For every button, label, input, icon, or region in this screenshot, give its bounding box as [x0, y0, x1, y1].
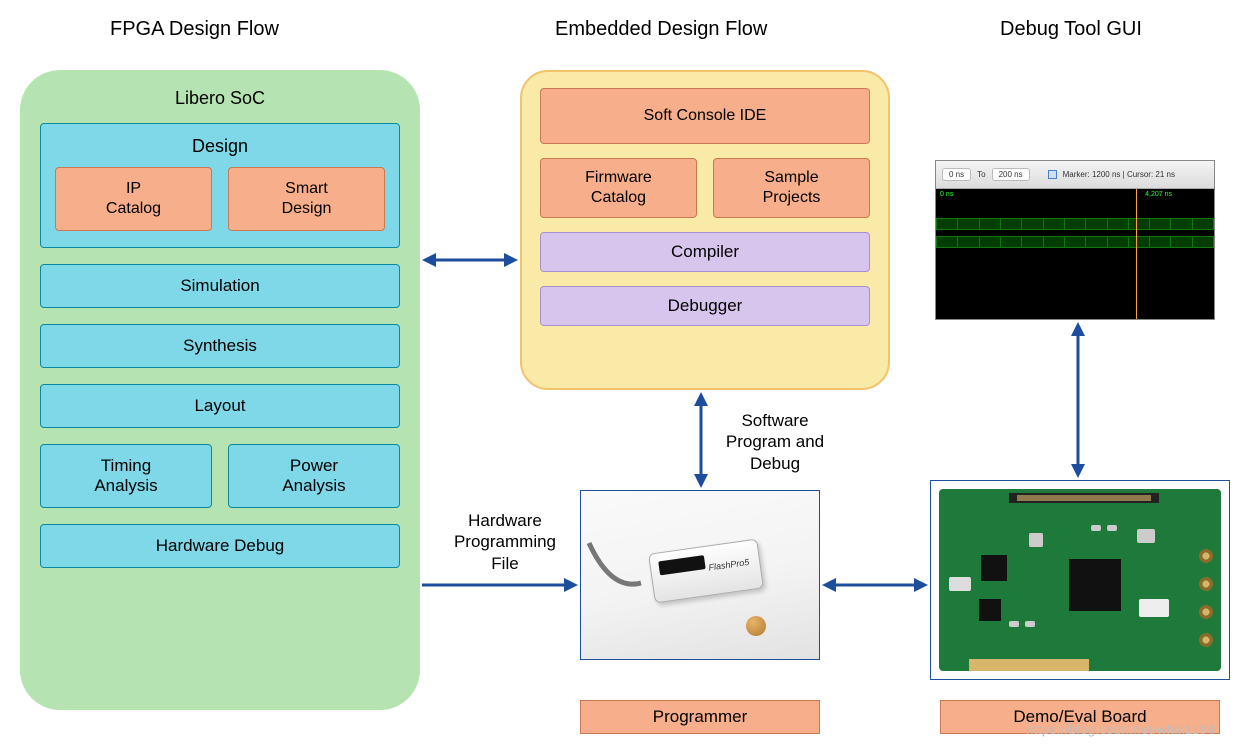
compiler-box: Compiler — [540, 232, 870, 272]
gui-toolbar: 0 ns To 200 ns Marker: 1200 ns | Cursor:… — [936, 161, 1214, 189]
label-sw-program-debug: Software Program and Debug — [705, 410, 845, 474]
sample-projects-box: Sample Projects — [713, 158, 870, 218]
wave-cursor — [1136, 189, 1137, 319]
programmer-device-label: FlashPro5 — [708, 557, 750, 573]
hardware-debug-box: Hardware Debug — [40, 524, 400, 568]
timing-analysis-box: Timing Analysis — [40, 444, 212, 508]
debugger-box: Debugger — [540, 286, 870, 326]
gui-time-from: 0 ns — [942, 168, 971, 181]
programmer-label: Programmer — [580, 700, 820, 734]
embedded-panel: Soft Console IDE Firmware Catalog Sample… — [520, 70, 890, 390]
soft-console-ide-box: Soft Console IDE — [540, 88, 870, 144]
gui-time-to: 200 ns — [992, 168, 1030, 181]
arrow-fpga-programmer — [420, 575, 580, 595]
gui-marker-text: Marker: 1200 ns | Cursor: 21 ns — [1063, 170, 1175, 179]
programmer-photo: FlashPro5 — [580, 490, 820, 660]
synthesis-box: Synthesis — [40, 324, 400, 368]
wave-row — [936, 217, 1214, 231]
watermark: https://blog.csdn.net/whik1194 — [1026, 722, 1215, 737]
arrow-gui-board — [1063, 320, 1093, 480]
wave-label-left: 0 ns — [940, 191, 953, 198]
power-analysis-box: Power Analysis — [228, 444, 400, 508]
title-debug-gui: Debug Tool GUI — [1000, 18, 1142, 41]
title-fpga: FPGA Design Flow — [110, 18, 279, 41]
layout-box: Layout — [40, 384, 400, 428]
wave-row — [936, 235, 1214, 249]
ip-catalog-box: IP Catalog — [55, 167, 212, 231]
arrow-fpga-embedded — [420, 245, 520, 275]
label-hw-programming-file: Hardware Programming File — [440, 510, 570, 574]
design-title: Design — [55, 136, 385, 157]
smart-design-box: Smart Design — [228, 167, 385, 231]
title-embedded: Embedded Design Flow — [555, 18, 767, 41]
pcb — [939, 489, 1221, 671]
fpga-panel-label: Libero SoC — [40, 88, 400, 109]
firmware-catalog-box: Firmware Catalog — [540, 158, 697, 218]
eval-board-photo — [930, 480, 1230, 680]
wave-label-right: 4,207 ns — [1145, 191, 1172, 198]
gui-waveform: 0 ns 4,207 ns — [936, 189, 1214, 319]
simulation-box: Simulation — [40, 264, 400, 308]
fpga-panel: Libero SoC Design IP Catalog Smart Desig… — [20, 70, 420, 710]
debug-gui-screenshot: 0 ns To 200 ns Marker: 1200 ns | Cursor:… — [935, 160, 1215, 320]
design-block: Design IP Catalog Smart Design — [40, 123, 400, 248]
arrow-programmer-board — [820, 575, 930, 595]
arrow-embedded-programmer — [686, 390, 716, 490]
